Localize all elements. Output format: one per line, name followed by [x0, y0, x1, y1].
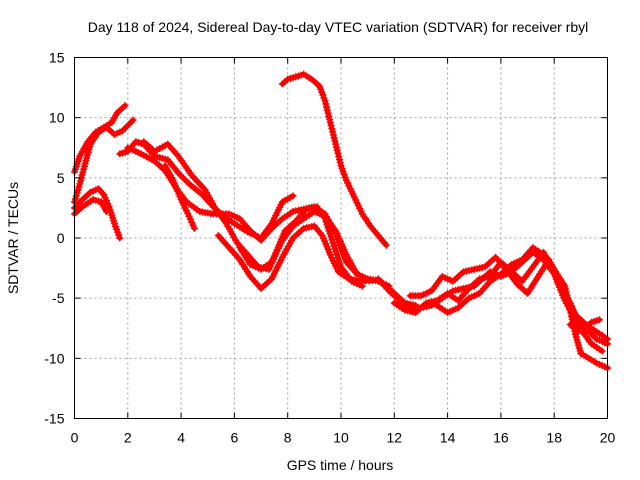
series-track-p — [566, 316, 603, 336]
series-band-track-c — [72, 186, 123, 241]
data-series — [71, 70, 611, 372]
series-markers-track-k — [278, 70, 390, 249]
x-tick-label: 18 — [546, 430, 562, 446]
x-tick-label: 2 — [124, 430, 132, 446]
x-tick-label: 4 — [177, 430, 185, 446]
series-markers-track-a — [71, 102, 129, 176]
series-track-a — [71, 102, 129, 176]
series-markers-track-h — [161, 162, 198, 232]
y-tick-label: 15 — [49, 50, 65, 66]
y-axis-label: SDTVAR / TECUs — [5, 182, 21, 294]
x-tick-label: 16 — [493, 430, 509, 446]
x-tick-label: 12 — [387, 430, 403, 446]
tick-labels: 0 2 4 6 8 10 12 14 16 18 20 15 10 5 0 -5 -10 -15 — [44, 50, 615, 446]
x-tick-label: 10 — [333, 430, 349, 446]
series-track-h — [161, 162, 198, 232]
series-band-track-o — [434, 245, 610, 371]
series-track-i — [214, 222, 393, 292]
axis-ticks — [74, 57, 608, 419]
chart-title: Day 118 of 2024, Sidereal Day-to-day VTE… — [88, 19, 589, 35]
series-track-k — [278, 70, 390, 249]
x-tick-label: 20 — [600, 430, 616, 446]
y-tick-label: -15 — [44, 411, 64, 427]
y-tick-label: -5 — [52, 290, 65, 306]
y-tick-label: 0 — [57, 230, 65, 246]
x-tick-label: 6 — [231, 430, 239, 446]
y-tick-label: -10 — [44, 350, 64, 366]
y-tick-label: 5 — [57, 170, 65, 186]
series-track-d — [71, 196, 110, 218]
series-markers-track-p — [566, 316, 603, 336]
x-axis-label: GPS time / hours — [287, 457, 394, 473]
x-tick-label: 0 — [71, 430, 79, 446]
y-tick-label: 10 — [49, 110, 65, 126]
x-tick-label: 8 — [284, 430, 292, 446]
x-tick-label: 14 — [440, 430, 456, 446]
series-markers-track-i — [214, 222, 393, 292]
